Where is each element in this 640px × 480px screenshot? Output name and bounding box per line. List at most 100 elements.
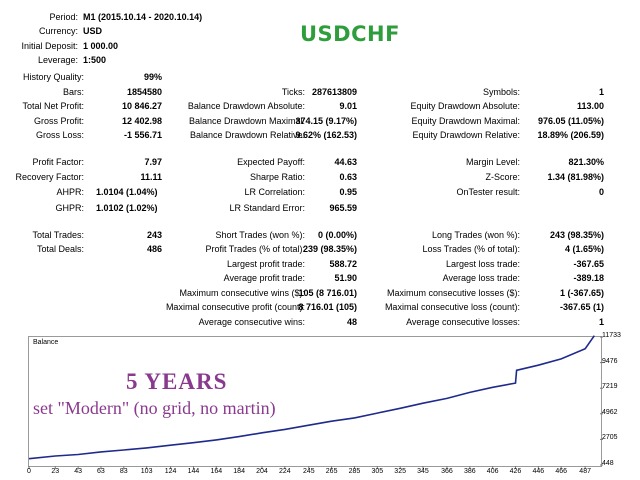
expected-payoff-value: 44.63 <box>334 157 357 167</box>
profit-trades-label: Profit Trades (% of total): <box>205 244 305 254</box>
x-tick-label: 325 <box>394 468 406 475</box>
ghpr-value: 1.0102 (1.02%) <box>96 203 158 213</box>
x-tick-label: 224 <box>278 468 291 475</box>
recovery-factor-value: 11.11 <box>140 172 162 182</box>
x-tick-label: 204 <box>256 468 268 475</box>
recovery-factor-label: Recovery Factor: <box>15 172 84 182</box>
avg-loss-value: -389.18 <box>573 273 604 283</box>
y-tick-label: 4962 <box>602 408 618 416</box>
bars-label: Bars: <box>62 87 84 97</box>
eq-dd-abs-value: 113.00 <box>576 101 604 111</box>
x-tick-label: 366 <box>441 468 453 475</box>
leverage-value: 1:500 <box>83 55 107 65</box>
bal-dd-max-label: Balance Drawdown Maximal: <box>188 116 305 126</box>
avg-loss-label: Average loss trade: <box>442 273 520 283</box>
y-tick-label: 7219 <box>602 383 618 391</box>
long-trades-value: 243 (98.35%) <box>549 230 604 240</box>
initial-deposit-value: 1 000.00 <box>83 41 119 51</box>
total-deals-label: Total Deals: <box>36 244 84 254</box>
x-tick-label: 265 <box>325 468 338 475</box>
ahpr-label: AHPR: <box>56 187 84 197</box>
eq-dd-rel-label: Equity Drawdown Relative: <box>412 130 520 140</box>
max-cons-losses-label: Maximum consecutive losses ($): <box>386 288 520 298</box>
avg-profit-label: Average profit trade: <box>223 273 305 283</box>
x-tick-label: 164 <box>210 468 223 475</box>
lr-std-error-value: 965.59 <box>329 203 357 213</box>
net-profit-value: 10 846.27 <box>121 101 162 111</box>
avg-cons-wins-label: Average consecutive wins: <box>198 317 305 327</box>
history-quality-value: 99% <box>143 72 162 82</box>
total-trades-label: Total Trades: <box>32 230 84 240</box>
history-quality-label: History Quality: <box>22 72 84 82</box>
max-cons-wins-label: Maximum consecutive wins ($): <box>179 288 305 298</box>
eq-dd-abs-label: Equity Drawdown Absolute: <box>410 101 520 111</box>
period-value: M1 (2015.10.14 - 2020.10.14) <box>83 12 203 22</box>
y-tick-label: 448 <box>602 460 614 467</box>
ontester-value: 0 <box>598 187 604 197</box>
lr-correlation-value: 0.95 <box>339 187 357 197</box>
max-cons-losses-value: 1 (-367.65) <box>559 288 604 298</box>
currency-value: USD <box>83 26 103 36</box>
loss-trades-value: 4 (1.65%) <box>564 244 604 254</box>
maximal-cons-profit-value: 8 716.01 (105) <box>298 302 357 312</box>
chart-title: Balance <box>33 339 59 346</box>
x-tick-label: 144 <box>187 468 200 475</box>
balance-chart: Balance <box>28 336 602 467</box>
ticks-label: Ticks: <box>281 87 305 97</box>
bal-dd-abs-label: Balance Drawdown Absolute: <box>187 101 305 111</box>
symbol-title: USDCHF <box>300 22 400 46</box>
x-tick-label: 345 <box>417 468 429 475</box>
lr-std-error-label: LR Standard Error: <box>229 203 305 213</box>
ticks-value: 287613809 <box>311 87 357 97</box>
net-profit-label: Total Net Profit: <box>22 101 84 111</box>
leverage-label: Leverage: <box>37 55 78 65</box>
x-tick-label: 446 <box>532 468 545 475</box>
y-tick-label: 2705 <box>602 434 618 442</box>
initial-deposit-label: Initial Deposit: <box>21 41 78 51</box>
profit-factor-value: 7.97 <box>144 157 162 167</box>
x-tick-label: 0 <box>27 468 31 475</box>
eq-dd-max-value: 976.05 (11.05%) <box>537 116 604 126</box>
largest-loss-label: Largest loss trade: <box>445 259 520 269</box>
lr-correlation-label: LR Correlation: <box>244 187 305 197</box>
gross-loss-value: -1 556.71 <box>123 130 162 140</box>
maximal-cons-loss-label: Maximal consecutive loss (count): <box>384 302 520 312</box>
bars-value: 1854580 <box>126 87 162 97</box>
x-tick-label: 43 <box>74 468 82 475</box>
x-tick-label: 305 <box>371 468 384 475</box>
avg-profit-value: 51.90 <box>334 273 357 283</box>
x-tick-label: 103 <box>140 468 153 475</box>
x-tick-label: 23 <box>51 468 60 475</box>
balance-line <box>28 335 595 460</box>
period-label: Period: <box>49 12 78 22</box>
largest-profit-label: Largest profit trade: <box>226 259 305 269</box>
x-tick-label: 386 <box>463 468 476 475</box>
zscore-label: Z-Score: <box>485 172 520 182</box>
short-trades-label: Short Trades (won %): <box>215 230 305 240</box>
bal-dd-abs-value: 9.01 <box>339 101 357 111</box>
sharpe-ratio-label: Sharpe Ratio: <box>249 172 305 182</box>
gross-profit-value: 12 402.98 <box>121 116 162 126</box>
ghpr-label: GHPR: <box>55 203 84 213</box>
years-overlay: 5 YEARS <box>126 369 228 394</box>
x-tick-label: 83 <box>119 468 128 475</box>
x-tick-label: 487 <box>579 468 591 475</box>
max-cons-wins-value: 105 (8 716.01) <box>298 288 357 298</box>
gross-loss-label: Gross Loss: <box>35 130 84 140</box>
x-tick-label: 406 <box>486 468 499 475</box>
margin-level-value: 821.30% <box>568 157 604 167</box>
margin-level-label: Margin Level: <box>465 157 520 167</box>
maximal-cons-loss-value: -367.65 (1) <box>559 302 604 312</box>
long-trades-label: Long Trades (won %): <box>431 230 520 240</box>
bal-dd-rel-value: 9.62% (162.53) <box>295 130 357 140</box>
expected-payoff-label: Expected Payoff: <box>237 157 305 167</box>
ahpr-value: 1.0104 (1.04%) <box>96 187 158 197</box>
total-deals-value: 486 <box>146 244 162 254</box>
largest-loss-value: -367.65 <box>573 259 604 269</box>
symbols-label: Symbols: <box>482 87 520 97</box>
gross-profit-label: Gross Profit: <box>33 116 84 126</box>
x-tick-label: 426 <box>509 468 522 475</box>
bal-dd-rel-label: Balance Drawdown Relative: <box>189 130 305 140</box>
x-tick-label: 124 <box>164 468 177 475</box>
